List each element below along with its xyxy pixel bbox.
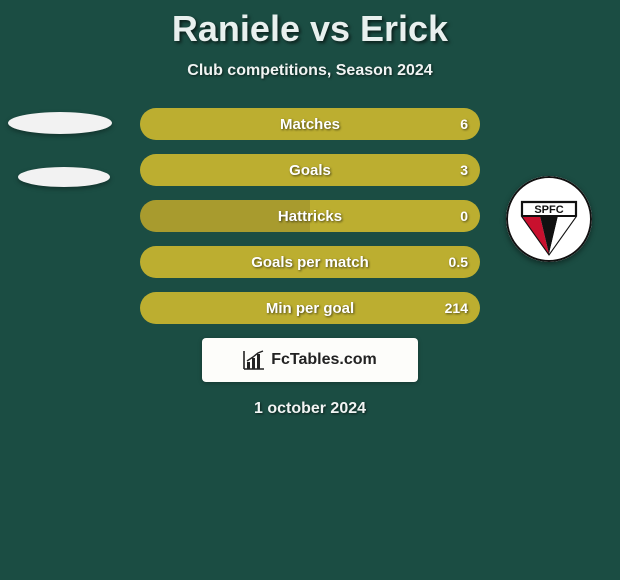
stat-value-right: 6 xyxy=(460,116,468,132)
stat-row: Goals 3 xyxy=(140,154,480,186)
oval-placeholder-icon xyxy=(18,167,110,187)
subtitle: Club competitions, Season 2024 xyxy=(0,62,620,80)
stat-row: Goals per match 0.5 xyxy=(140,246,480,278)
stat-label: Matches xyxy=(280,116,340,133)
brand-card: FcTables.com xyxy=(202,338,418,382)
stat-value-right: 0.5 xyxy=(449,254,468,270)
stat-row: Matches 6 xyxy=(140,108,480,140)
page-title: Raniele vs Erick xyxy=(0,0,620,50)
spfc-crest-icon: SPFC xyxy=(506,176,592,262)
right-team-logo: SPFC xyxy=(506,176,592,262)
bar-chart-icon xyxy=(243,350,265,370)
stat-value-right: 3 xyxy=(460,162,468,178)
oval-placeholder-icon xyxy=(8,112,112,134)
stat-row: Min per goal 214 xyxy=(140,292,480,324)
left-team-logo xyxy=(8,112,112,187)
stat-label: Hattricks xyxy=(278,208,342,225)
stat-value-right: 0 xyxy=(460,208,468,224)
stat-label: Goals xyxy=(289,162,331,179)
stats-list: Matches 6 Goals 3 Hattricks 0 Goals per match 0… xyxy=(140,108,480,324)
crest-letters: SPFC xyxy=(534,204,563,216)
stat-value-right: 214 xyxy=(445,300,468,316)
date-label: 1 october 2024 xyxy=(0,400,620,418)
stat-label: Min per goal xyxy=(266,300,354,317)
stat-label: Goals per match xyxy=(251,254,369,271)
brand-label: FcTables.com xyxy=(271,351,377,369)
stat-row: Hattricks 0 xyxy=(140,200,480,232)
